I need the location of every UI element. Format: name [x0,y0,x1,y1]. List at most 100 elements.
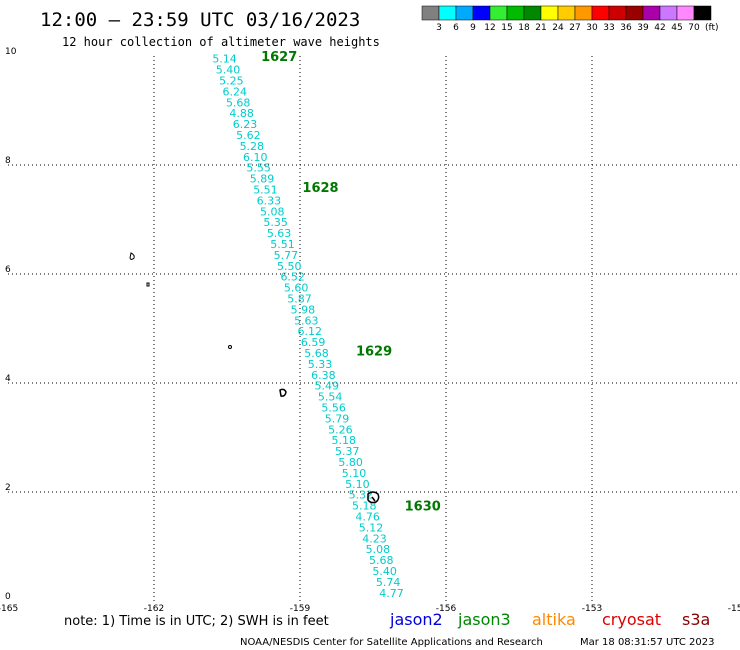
y-tick-label: 10 [5,47,17,57]
wave-height-value: 6.12 [297,325,322,338]
wave-height-value: 5.77 [274,249,299,262]
wave-height-value: 4.88 [229,107,254,120]
legend-tick-label: 30 [586,23,598,33]
x-tick-label: -162 [144,604,164,614]
wave-height-value: 5.33 [308,358,333,371]
y-tick-label: 2 [5,483,11,493]
legend-color-swatch [693,5,712,21]
wave-height-value: 5.10 [342,467,367,480]
wave-height-value: 5.10 [345,478,370,491]
wave-height-value: 5.68 [226,96,251,109]
footer-note: note: 1) Time is in UTC; 2) SWH is in fe… [64,614,329,629]
time-label: 1630 [405,500,441,515]
wave-height-value: 5.35 [263,216,288,229]
island-shape [129,252,135,260]
wave-height-value: 5.54 [318,391,343,404]
legend-tick-label: 9 [470,23,476,33]
wave-height-value: 5.08 [260,205,285,218]
color-legend: 3 6 9 12 15 18 21 24 27 30 33 36 39 42 45 70 (ft) [421,5,719,33]
wave-height-value: 5.25 [219,75,244,88]
wave-height-value: 5.68 [304,347,329,360]
y-tick-label: 4 [5,374,11,384]
wave-height-value: 5.56 [321,402,346,415]
wave-height-value: 5.68 [369,554,394,567]
wave-height-value: 5.98 [291,303,316,316]
wave-height-value: 6.38 [311,369,336,382]
wave-height-value: 5.26 [328,423,353,436]
wave-height-value: 5.40 [372,565,397,578]
legend-tick-label: 3 [436,23,442,33]
y-tick-label: 0 [5,592,11,602]
wave-height-value: 5.49 [315,380,340,393]
legend-tick-label: 21 [535,23,546,33]
legend-color-swatch [625,5,644,21]
wave-height-value: 5.18 [332,434,357,447]
legend-color-swatch [489,5,508,21]
island-outlines [129,252,380,504]
x-tick-label: -156 [436,604,457,614]
legend-color-swatch [506,5,525,21]
footer-credit: NOAA/NESDIS Center for Satellite Applica… [240,637,543,648]
legend-color-swatch [608,5,627,21]
time-label: 1627 [261,50,297,65]
chart-subtitle: 12 hour collection of altimeter wave hei… [62,35,380,49]
legend-color-swatch [523,5,542,21]
wave-height-value: 5.55 [246,162,271,175]
x-tick-label: -150 [728,604,740,614]
wave-height-value: 6.52 [280,271,305,284]
wave-height-value: 6.24 [223,85,248,98]
legend-color-swatch [557,5,576,21]
island-shape [228,345,232,349]
wave-height-value: 5.51 [270,238,295,251]
x-tick-label: -165 [0,604,18,614]
wave-height-value: 5.12 [359,521,384,534]
legend-color-swatch [574,5,593,21]
wave-height-value: 5.14 [212,53,237,66]
wave-height-value: 4.76 [355,511,380,524]
wave-height-value: 5.40 [216,64,241,77]
legend-tick-label: 45 [671,23,682,33]
legend-tick-label: 36 [620,23,632,33]
legend-tick-label: 42 [654,23,665,33]
wave-height-value: 5.89 [250,173,275,186]
legend-color-swatch [676,5,695,21]
legend-tick-label: 27 [569,23,580,33]
wave-height-value: 5.80 [338,456,363,469]
x-tick-label: -159 [290,604,311,614]
satellite-legend-item: jason3 [457,610,511,629]
legend-tick-label: 24 [552,23,564,33]
wave-height-value: 5.74 [376,576,401,589]
wave-height-value: 4.77 [379,587,404,600]
legend-color-swatch [591,5,610,21]
satellite-legend-item: cryosat [602,610,661,629]
wave-height-value: 5.60 [284,282,309,295]
legend-color-swatch [659,5,678,21]
y-tick-label: 6 [5,265,11,275]
legend-color-swatch [438,5,457,21]
wave-height-value: 6.33 [257,194,282,207]
legend-color-swatch [642,5,661,21]
legend-color-swatch [472,5,491,21]
legend-tick-label: 15 [501,23,512,33]
time-labels: 1627 1628 1629 1630 [261,50,441,515]
wave-height-points: 5.145.405.256.245.684.886.235.625.286.10… [212,53,403,600]
wave-height-value: 6.59 [301,336,326,349]
legend-color-swatch [540,5,559,21]
wave-height-value: 6.10 [243,151,268,164]
legend-color-swatch [455,5,474,21]
legend-color-swatch [421,5,440,21]
wave-height-value: 5.63 [294,314,319,327]
grid [8,56,738,601]
wave-height-value: 5.37 [335,445,360,458]
wave-height-value: 5.87 [287,293,312,306]
legend-tick-label: 12 [484,23,495,33]
satellite-legend-item: s3a [682,610,710,629]
legend-tick-label: 39 [637,23,649,33]
satellite-legend-item: jason2 [389,610,443,629]
time-label: 1628 [302,181,338,196]
legend-tick-label: 33 [603,23,614,33]
wave-height-value: 5.50 [277,260,302,273]
legend-tick-label: 6 [453,23,459,33]
